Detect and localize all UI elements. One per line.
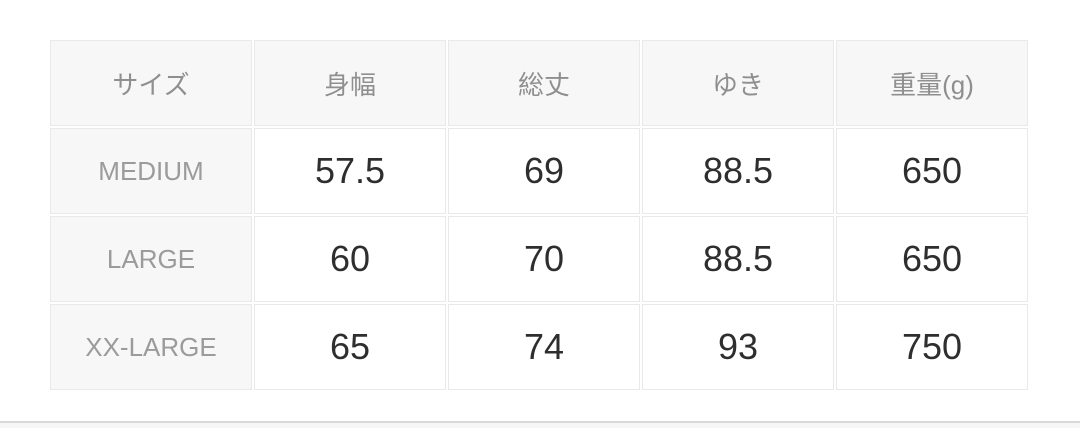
size-label-cell: MEDIUM [50, 128, 252, 214]
size-label-cell: LARGE [50, 216, 252, 302]
value-cell-body-width: 60 [254, 216, 446, 302]
table-header-row: サイズ 身幅 総丈 ゆき 重量(g) [50, 40, 1028, 126]
value-cell-weight: 650 [836, 128, 1028, 214]
header-cell-size: サイズ [50, 40, 252, 126]
table-row-medium: MEDIUM 57.5 69 88.5 650 [50, 128, 1028, 214]
value-cell-sleeve: 88.5 [642, 128, 834, 214]
value-cell-body-width: 57.5 [254, 128, 446, 214]
header-cell-weight: 重量(g) [836, 40, 1028, 126]
size-chart-table: サイズ 身幅 総丈 ゆき 重量(g) MEDIUM 57.5 69 88.5 6… [48, 38, 1030, 392]
value-cell-sleeve: 88.5 [642, 216, 834, 302]
value-cell-total-length: 69 [448, 128, 640, 214]
value-cell-body-width: 65 [254, 304, 446, 390]
value-cell-weight: 650 [836, 216, 1028, 302]
header-cell-sleeve: ゆき [642, 40, 834, 126]
size-label-cell: XX-LARGE [50, 304, 252, 390]
value-cell-weight: 750 [836, 304, 1028, 390]
table-row-large: LARGE 60 70 88.5 650 [50, 216, 1028, 302]
header-cell-body-width: 身幅 [254, 40, 446, 126]
value-cell-sleeve: 93 [642, 304, 834, 390]
value-cell-total-length: 74 [448, 304, 640, 390]
table-row-xx-large: XX-LARGE 65 74 93 750 [50, 304, 1028, 390]
value-cell-total-length: 70 [448, 216, 640, 302]
header-cell-total-length: 総丈 [448, 40, 640, 126]
section-divider [0, 421, 1080, 428]
